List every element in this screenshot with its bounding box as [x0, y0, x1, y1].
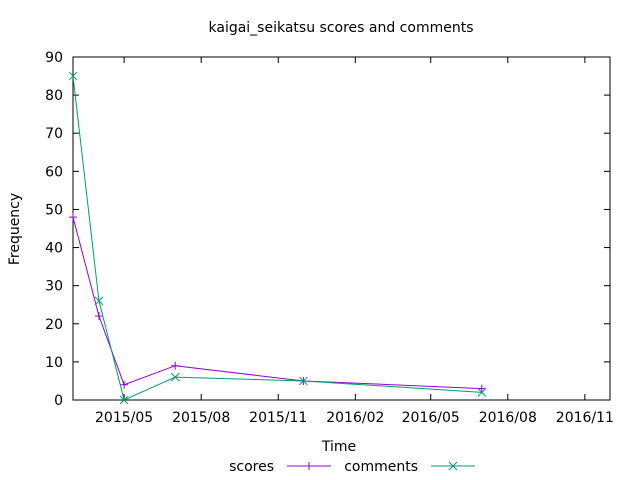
- cross-marker: [170, 372, 180, 382]
- x-tick-label: 2016/08: [479, 410, 537, 426]
- cross-marker: [299, 376, 308, 386]
- y-tick-label: 90: [45, 50, 63, 66]
- cross-marker: [94, 296, 104, 306]
- series-comments: [68, 71, 487, 405]
- x-axis: 2015/05 2015/08 2015/11 2016/02 2016/05 2016/…: [95, 57, 614, 426]
- legend-item-comments: comments: [344, 459, 475, 475]
- series-layer: [68, 71, 487, 405]
- legend: scores comments: [229, 459, 475, 475]
- series-line: [72, 216, 482, 390]
- plus-marker: [305, 462, 313, 470]
- plus-marker: [94, 312, 103, 321]
- y-tick-label: 0: [54, 393, 63, 409]
- x-tick-label: 2015/11: [249, 410, 307, 426]
- legend-label: scores: [229, 459, 274, 475]
- cross-marker: [119, 395, 129, 405]
- y-tick-label: 40: [45, 241, 63, 257]
- plot-frame: [72, 56, 611, 401]
- x-tick-label: 2016/02: [326, 410, 384, 426]
- y-tick-label: 20: [45, 317, 63, 333]
- y-tick-label: 50: [45, 202, 63, 218]
- y-tick-label: 10: [45, 355, 63, 371]
- y-tick-label: 70: [45, 126, 63, 142]
- x-tick-label: 2015/05: [95, 410, 153, 426]
- legend-item-scores: scores: [229, 459, 331, 475]
- legend-label: comments: [344, 459, 418, 475]
- x-tick-label: 2016/11: [556, 410, 614, 426]
- cross-marker: [477, 388, 487, 397]
- x-tick-label: 2015/08: [172, 410, 230, 426]
- plus-marker: [120, 380, 129, 389]
- y-tick-label: 30: [45, 279, 63, 295]
- y-tick-label: 60: [45, 164, 63, 180]
- y-axis: 0 10 20 30 40 50 60 70 80 90: [45, 50, 610, 409]
- series-line: [72, 75, 482, 401]
- plus-marker: [171, 361, 180, 370]
- cross-marker: [448, 461, 458, 471]
- series-scores: [69, 213, 486, 393]
- plus-marker: [477, 384, 486, 393]
- x-axis-label: Time: [321, 439, 356, 455]
- chart-title: kaigai_seikatsu scores and comments: [209, 20, 474, 36]
- y-axis-label: Frequency: [7, 193, 23, 265]
- x-tick-label: 2016/05: [402, 410, 460, 426]
- plus-marker: [69, 213, 77, 222]
- cross-marker: [68, 71, 78, 81]
- y-tick-label: 80: [45, 88, 63, 104]
